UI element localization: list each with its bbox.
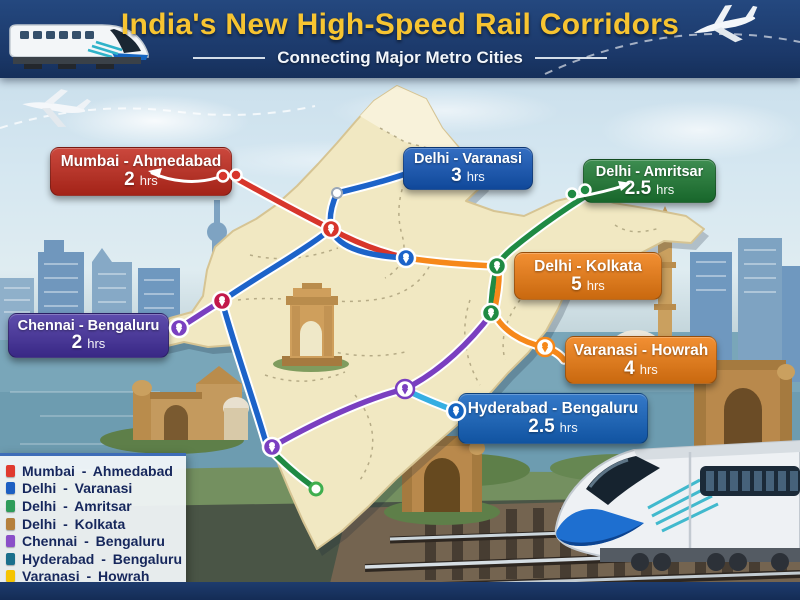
route-name: Mumbai - Ahmedabad (60, 153, 222, 170)
legend-color-chip (6, 464, 15, 477)
route-duration: 2 hrs (71, 332, 106, 353)
route-duration: 2.5 hrs (528, 416, 578, 437)
route-varanasi-howrah (491, 263, 567, 363)
india-gate-monument (273, 283, 349, 372)
legend-item: Delhi - Varanasi (6, 480, 186, 498)
route-duration: 4 hrs (624, 357, 658, 379)
legend-item: Hyderabad - Bengaluru (6, 550, 186, 568)
legend-label: Chennai - Bengaluru (22, 533, 165, 550)
route-name: Varanasi - Howrah (573, 341, 709, 359)
footer-strip (0, 582, 800, 600)
legend-label: Varanasi - Howrah (22, 568, 150, 585)
route-badge-mumbai-ahmedabad: Mumbai - Ahmedabad 2 hrs (50, 147, 232, 196)
legend-item: Chennai - Bengaluru (6, 532, 186, 550)
legend-label: Delhi - Kolkata (22, 515, 126, 532)
legend-color-chip (6, 517, 15, 530)
route-duration: 3 hrs (451, 165, 485, 186)
legend-color-chip (6, 482, 15, 495)
lake-palace (100, 366, 249, 454)
route-name: Delhi - Kolkata (534, 257, 642, 275)
header-train (9, 24, 149, 69)
legend-label: Delhi - Amritsar (22, 497, 132, 514)
airplane-left (0, 89, 316, 129)
header-art (9, 4, 800, 75)
legend-label: Mumbai - Ahmedabad (22, 462, 173, 479)
route-name: Delhi - Varanasi (414, 151, 522, 167)
route-duration: 2.5 hrs (624, 177, 675, 199)
route-badge-delhi-kolkata: Delhi - Kolkata 5 hrs (514, 252, 662, 300)
route-delhi-varanasi (327, 168, 417, 261)
airplane-right (693, 4, 758, 43)
bullet-train-large (554, 439, 800, 571)
route-badge-delhi-amritsar: Delhi - Amritsar 2.5 hrs (583, 159, 716, 203)
legend-color-chip (6, 570, 15, 583)
subtitle-line-right (534, 57, 607, 59)
legend-color-chip (6, 552, 15, 565)
legend-color-chip (6, 535, 15, 548)
route-badge-chennai-bengaluru: Chennai - Bengaluru 2 hrs (8, 313, 169, 358)
legend-label: Hyderabad - Bengaluru (22, 550, 183, 567)
legend-item: Varanasi - Howrah (6, 568, 186, 586)
route-duration: 2 hrs (124, 169, 158, 190)
legend-color-chip (6, 499, 15, 512)
cloud (600, 100, 800, 160)
route-name: Delhi - Amritsar (595, 163, 704, 180)
route-badge-hyderabad-bengaluru: Hyderabad - Bengaluru 2.5 hrs (458, 393, 648, 444)
subtitle-row: Connecting Major Metro Cities (0, 48, 800, 68)
legend-panel: Mumbai - Ahmedabad Delhi - Varanasi Delh… (0, 453, 186, 588)
route-duration: 5 hrs (571, 273, 605, 295)
cloud (60, 95, 250, 147)
legend-item: Delhi - Amritsar (6, 497, 186, 515)
route-badge-delhi-varanasi: Delhi - Varanasi 3 hrs (403, 147, 533, 190)
route-name: Chennai - Bengaluru (17, 318, 160, 334)
legend-label: Delhi - Varanasi (22, 480, 133, 497)
legend-item: Delhi - Kolkata (6, 515, 186, 533)
page-title: India's New High-Speed Rail Corridors (120, 8, 680, 41)
header-band: India's New High-Speed Rail Corridors Co… (0, 0, 800, 78)
route-badge-varanasi-howrah: Varanasi - Howrah 4 hrs (565, 336, 717, 384)
page-subtitle: Connecting Major Metro Cities (277, 48, 523, 67)
legend-item: Mumbai - Ahmedabad (6, 462, 186, 480)
subtitle-line-left (193, 57, 266, 59)
route-name: Hyderabad - Bengaluru (467, 400, 639, 417)
